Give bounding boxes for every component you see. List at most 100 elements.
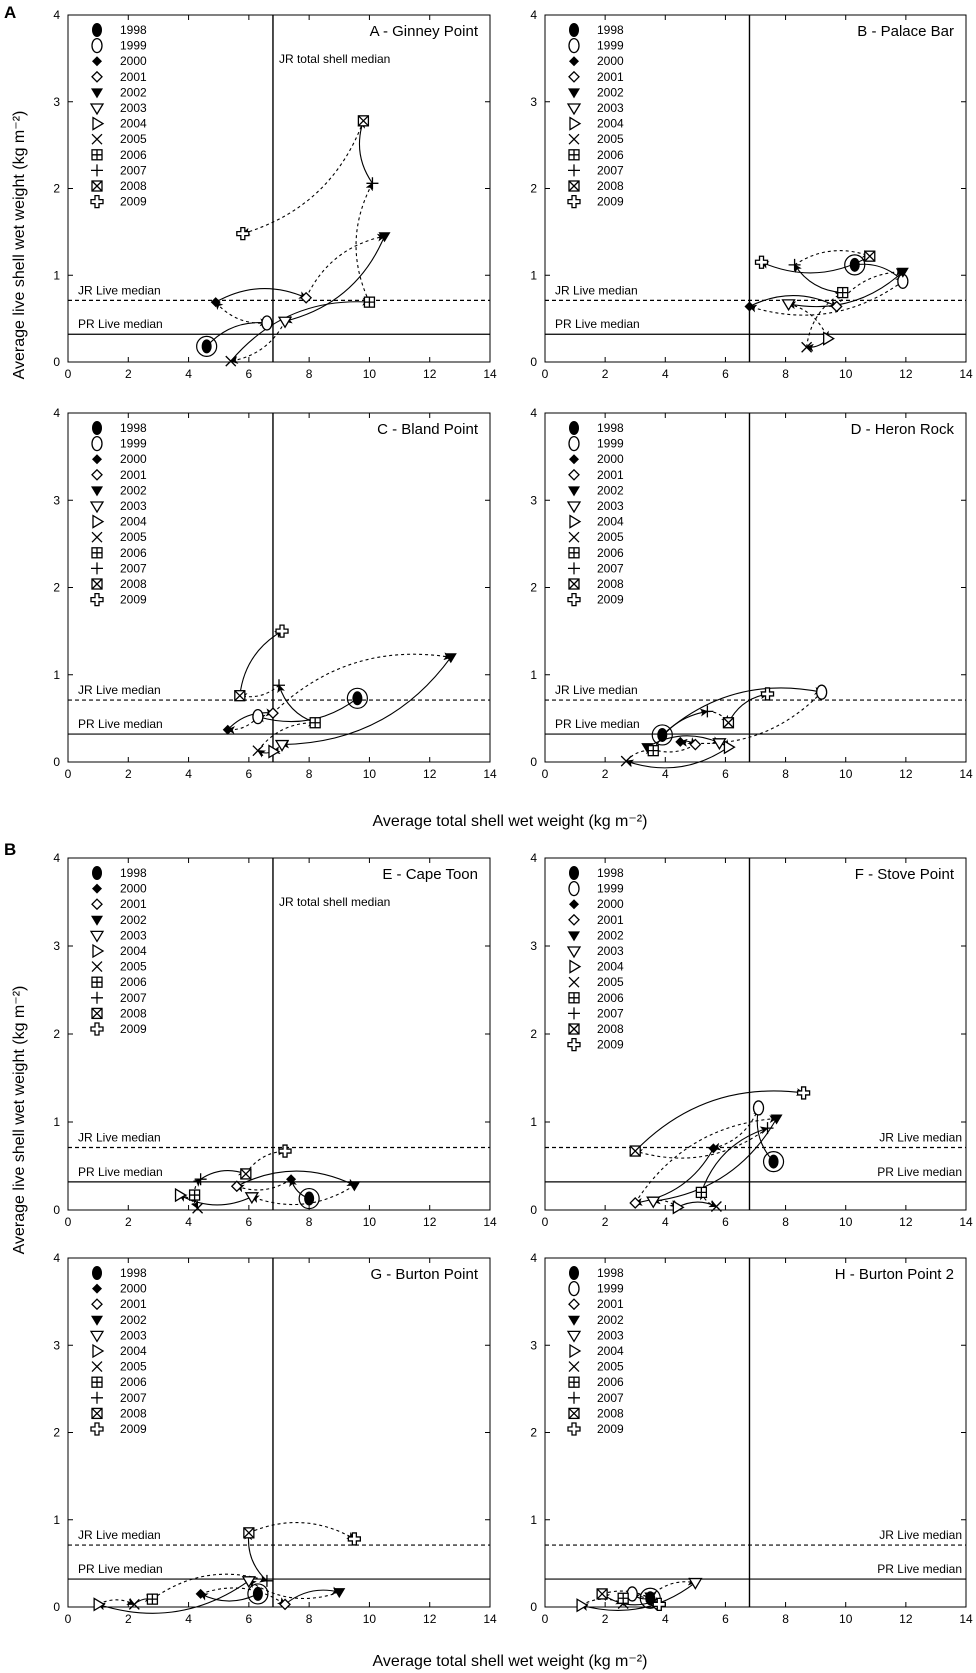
data-point-ring [762, 1150, 785, 1173]
y-tick-label: 1 [530, 668, 537, 682]
legend-label: 2008 [597, 577, 624, 591]
legend-label: 2004 [120, 515, 147, 529]
trajectory-arrow [634, 1088, 805, 1152]
data-point [236, 226, 250, 241]
x-tick-label: 10 [363, 1215, 377, 1229]
legend-label: 2003 [597, 499, 624, 513]
legend-marker [91, 547, 103, 559]
legend-label: 2007 [597, 1006, 624, 1020]
data-point [240, 1168, 252, 1180]
legend-label: 2005 [597, 132, 624, 146]
x-tick-label: 4 [185, 1612, 192, 1626]
legend-marker [569, 514, 582, 529]
legend-label: 1998 [120, 23, 147, 37]
pr-live-median-label: PR Live median [877, 1165, 962, 1179]
x-tick-label: 10 [839, 767, 853, 781]
data-point [770, 1114, 783, 1125]
legend-label: 2009 [597, 1038, 624, 1052]
y-tick-label: 4 [53, 1251, 60, 1265]
x-tick-label: 10 [839, 1215, 853, 1229]
trajectory-arrow [652, 708, 709, 751]
trajectory-arrow [748, 280, 904, 316]
legend-marker [568, 37, 580, 54]
legend-label: 2008 [120, 1406, 147, 1420]
legend-marker [569, 1266, 579, 1280]
x-tick-label: 6 [722, 1215, 729, 1229]
legend-label: 2007 [597, 561, 624, 575]
legend-marker [568, 486, 580, 497]
data-point [722, 717, 735, 729]
legend-marker [91, 1007, 103, 1020]
data-point [754, 255, 769, 269]
data-point [298, 1187, 320, 1210]
trajectory-arrow [284, 1586, 341, 1605]
x-tick-label: 10 [839, 1612, 853, 1626]
trajectory-arrow [661, 686, 823, 736]
legend-label: 2005 [597, 1360, 624, 1374]
y-tick-label: 3 [53, 1338, 60, 1352]
jr-live-median-label: JR Live median [879, 1131, 962, 1145]
data-point [629, 1197, 642, 1209]
legend-label: 2008 [120, 179, 147, 193]
x-tick-label: 8 [782, 1215, 789, 1229]
data-point [274, 739, 290, 752]
data-point [347, 1532, 362, 1546]
data-point-ring [651, 724, 673, 746]
data-point [762, 1150, 785, 1173]
legend-label: 2001 [120, 70, 147, 84]
x-axis-label: Average total shell wet weight (kg m⁻²) [373, 1653, 648, 1670]
data-point [712, 738, 727, 751]
jr-live-median-label: JR Live median [78, 683, 161, 697]
legend-label: 2006 [597, 148, 624, 162]
trajectory-arrow [215, 301, 267, 324]
legend-label: 2004 [597, 515, 624, 529]
legend-marker [90, 194, 104, 209]
legend-label: 2004 [597, 117, 624, 131]
data-point [688, 1577, 703, 1590]
trajectory-arrow [649, 1577, 697, 1597]
legend-marker [92, 116, 105, 131]
legend-marker [90, 592, 104, 607]
data-point [286, 1174, 297, 1185]
y-tick-label: 1 [53, 1115, 60, 1129]
legend-label: 2007 [120, 991, 147, 1005]
legend-label: 2006 [120, 148, 147, 162]
y-tick-label: 2 [53, 1426, 60, 1440]
x-tick-label: 4 [662, 1612, 669, 1626]
legend-marker [91, 1361, 103, 1373]
legend-label: 2006 [597, 1375, 624, 1389]
y-tick-label: 2 [530, 182, 537, 196]
panel-title: E - Cape Toon [382, 866, 478, 883]
y-axis-label: Average live shell wet weight (kg m⁻²) [11, 986, 28, 1255]
data-point [210, 297, 221, 308]
data-point [576, 1598, 589, 1613]
legend-marker [91, 1376, 103, 1388]
x-tick-label: 14 [959, 767, 973, 781]
trajectory-arrow [355, 182, 373, 303]
trajectory-arrow [229, 320, 286, 364]
legend-marker [568, 992, 580, 1004]
x-tick-label: 0 [542, 767, 549, 781]
legend-marker [91, 1391, 103, 1404]
x-tick-label: 8 [782, 367, 789, 381]
data-point [267, 707, 279, 720]
jr-live-median-label: JR Live median [879, 1528, 962, 1542]
data-point [644, 1592, 657, 1603]
data-point [689, 738, 702, 751]
y-tick-label: 0 [530, 1203, 537, 1217]
legend-marker [91, 991, 103, 1004]
x-tick-label: 6 [722, 767, 729, 781]
data-point [252, 745, 264, 757]
legend-marker [92, 943, 105, 959]
legend-marker [92, 883, 102, 894]
legend-marker [91, 468, 103, 481]
x-tick-label: 10 [363, 767, 377, 781]
legend-label: 2002 [597, 928, 624, 942]
legend-label: 1998 [597, 23, 624, 37]
legend-label: 2003 [120, 499, 147, 513]
trajectory-arrow [625, 746, 729, 769]
y-tick-label: 4 [530, 406, 537, 420]
